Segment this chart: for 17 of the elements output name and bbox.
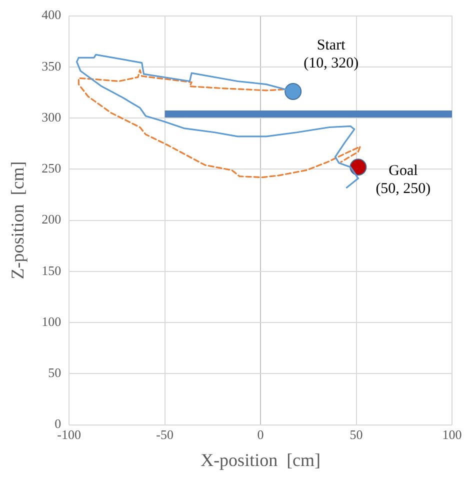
x-tick-label: -50 [156, 427, 174, 442]
y-tick-label: 50 [48, 365, 62, 380]
y-tick-label: 400 [42, 7, 62, 22]
y-tick-label: 300 [42, 109, 62, 124]
y-tick-label: 250 [42, 160, 62, 176]
y-tick-label: 100 [42, 314, 62, 329]
x-tick-label: 50 [350, 427, 363, 442]
annotation: Goal (50, 250) [376, 163, 431, 198]
annotation: Start (10, 320) [304, 37, 359, 72]
y-tick-label: 200 [42, 212, 62, 227]
line-series [78, 69, 361, 178]
y-tick-label: 150 [42, 262, 62, 278]
x-axis-title: X-position [cm] [200, 450, 321, 470]
y-axis-title: Z-position [cm] [8, 161, 28, 280]
x-tick-label: 0 [257, 427, 264, 442]
y-tick-label: 350 [42, 58, 62, 74]
x-tick-label: 100 [442, 427, 462, 442]
